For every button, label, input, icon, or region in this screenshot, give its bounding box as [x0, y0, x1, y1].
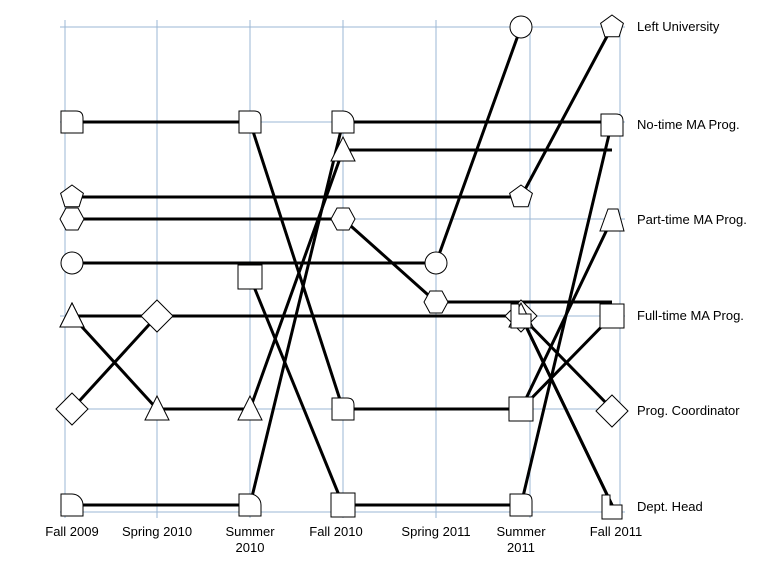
rounded-square-marker [60, 110, 84, 134]
pentagon-marker [60, 184, 84, 208]
trajectory-line [72, 26, 523, 265]
trajectory-lines [70, 26, 614, 507]
diamond-marker [140, 299, 174, 333]
diamond-marker [55, 392, 89, 426]
half-round-marker [60, 493, 84, 517]
diamond-marker [595, 394, 629, 428]
pentagon-marker [509, 184, 533, 208]
hexagon-marker [423, 290, 449, 314]
time-label-f09: Fall 2009 [17, 524, 127, 540]
pentagon-marker [600, 14, 624, 38]
hexagon-marker [59, 207, 85, 231]
time-label-s11: Spring 2011 [381, 524, 491, 540]
time-label-su10: Summer 2010 [195, 524, 305, 556]
status-label-fulltime: Full-time MA Prog. [637, 308, 744, 323]
status-label-left: Left University [637, 19, 720, 34]
trajectory-line [70, 148, 612, 411]
time-label-line: Summer [496, 524, 546, 539]
status-label-head: Dept. Head [637, 499, 703, 514]
circle-marker [509, 15, 533, 39]
triangle-marker [59, 301, 85, 328]
time-label-s10: Spring 2010 [102, 524, 212, 540]
time-label-line: Spring 2011 [401, 524, 471, 539]
rounded-square-marker [331, 397, 355, 421]
time-label-line: Fall 2011 [589, 524, 643, 539]
status-label-notime: No-time MA Prog. [637, 117, 740, 132]
time-label-line: 2010 [235, 540, 265, 555]
time-label-su11: Summer 2011 [466, 524, 576, 556]
trapezoid-marker [599, 208, 625, 232]
time-label-line: 2011 [507, 540, 535, 555]
time-label-line: Spring 2010 [121, 524, 193, 539]
trajectory-line [519, 315, 614, 506]
circle-marker [60, 251, 84, 275]
half-round-marker [238, 493, 262, 517]
time-label-line: Summer [225, 524, 275, 539]
status-label-parttime: Part-time MA Prog. [637, 212, 747, 227]
trajectory-line [72, 120, 612, 507]
notched-square-marker [601, 494, 623, 520]
triangle-marker [330, 135, 356, 162]
status-label-coord: Prog. Coordinator [637, 403, 740, 418]
square-marker [330, 492, 356, 518]
grid [60, 20, 625, 518]
square-marker [599, 303, 625, 329]
trajectory-line [343, 121, 614, 507]
trajectory-line [70, 314, 614, 411]
trajectory-line [519, 314, 614, 411]
triangle-marker [144, 394, 170, 421]
time-label-line: Fall 2010 [309, 524, 363, 539]
rounded-square-marker [238, 110, 262, 134]
time-label-f10: Fall 2010 [281, 524, 391, 540]
time-label-line: Fall 2009 [45, 524, 99, 539]
half-round-marker [331, 110, 355, 134]
circle-marker [424, 251, 448, 275]
rounded-square-marker [509, 493, 533, 517]
trajectory-line [72, 217, 612, 304]
rounded-square-marker [600, 113, 624, 137]
trajectory-line [72, 120, 614, 411]
triangle-marker [237, 394, 263, 421]
markers [55, 14, 629, 520]
square-marker [237, 264, 263, 290]
square-marker [508, 396, 534, 422]
time-label-f11: Fall 2011 [561, 524, 671, 540]
hexagon-marker [330, 207, 356, 231]
notched-square-marker [510, 303, 532, 329]
